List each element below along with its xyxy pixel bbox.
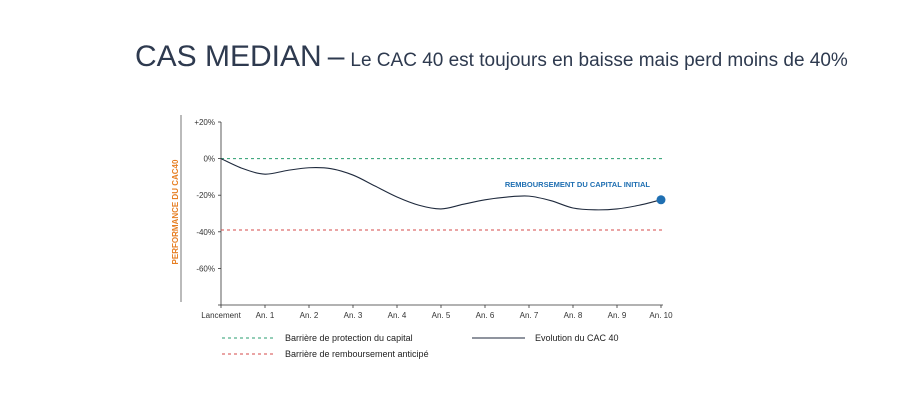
x-tick-label: An. 2 — [300, 311, 319, 320]
reference-lines — [221, 158, 665, 231]
legend-label-remboursement: Barrière de remboursement anticipé — [285, 349, 429, 359]
legend: Barrière de protection du capital Barriè… — [222, 333, 619, 359]
x-tick-label: An. 8 — [564, 311, 583, 320]
x-tick-label: An. 9 — [608, 311, 627, 320]
x-tick-label: An. 6 — [476, 311, 495, 320]
title-subtitle: Le CAC 40 est toujours en baisse mais pe… — [350, 50, 848, 71]
x-tick-label: An. 1 — [256, 311, 275, 320]
y-axis-label: PERFORMANCE DU CAC40 — [171, 159, 180, 264]
x-tick-label: An. 3 — [344, 311, 363, 320]
x-tick-label: An. 10 — [649, 311, 673, 320]
legend-label-cac40: Evolution du CAC 40 — [535, 333, 619, 343]
x-tick-label: An. 5 — [432, 311, 451, 320]
x-tick-label: An. 7 — [520, 311, 539, 320]
title-separator: – — [327, 40, 345, 73]
end-point-marker — [656, 195, 666, 205]
y-tick-label: -60% — [196, 264, 215, 273]
chart-title: CAS MEDIAN – Le CAC 40 est toujours en bai… — [135, 40, 848, 74]
title-main: CAS MEDIAN — [135, 40, 322, 73]
y-tick-label: +20% — [194, 118, 215, 127]
y-tick-label: -20% — [196, 191, 215, 200]
y-tick-label: 0% — [203, 155, 215, 164]
x-ticks: Lancement An. 1 An. 2 An. 3 An. 4 An. 5 An. 6 A… — [201, 305, 673, 320]
annotation-remboursement: REMBOURSEMENT DU CAPITAL INITIAL — [505, 180, 651, 189]
x-tick-label: An. 4 — [388, 311, 407, 320]
y-tick-label: -40% — [196, 228, 215, 237]
legend-label-protection: Barrière de protection du capital — [285, 333, 413, 343]
series-layer — [220, 158, 666, 211]
x-tick-label: Lancement — [201, 311, 241, 320]
y-ticks: +20% 0% -20% -40% -60% — [194, 118, 221, 306]
series-line-cac40 — [220, 158, 662, 211]
